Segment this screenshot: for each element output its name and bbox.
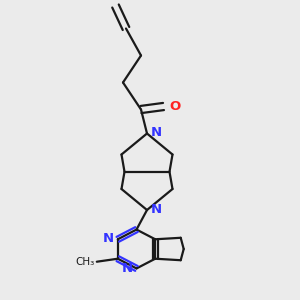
Text: N: N (151, 126, 162, 140)
Text: N: N (122, 262, 133, 275)
Text: CH₃: CH₃ (76, 257, 95, 267)
Text: O: O (169, 100, 180, 113)
Text: N: N (151, 203, 162, 216)
Text: N: N (103, 232, 114, 245)
